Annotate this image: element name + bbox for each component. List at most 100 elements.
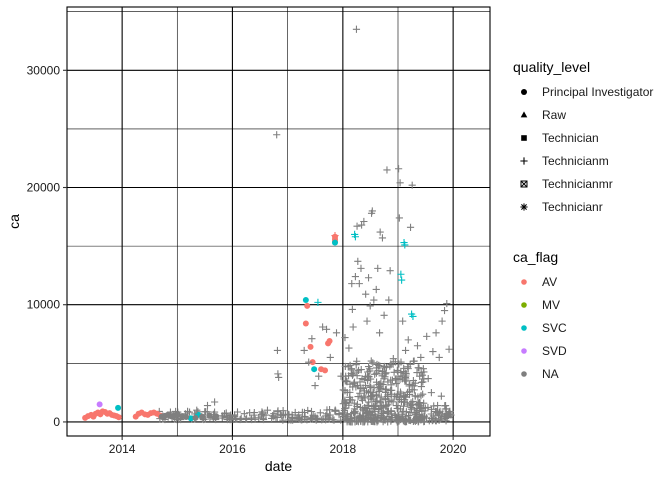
band-point [381, 386, 390, 394]
data-point [404, 336, 412, 344]
band-point [415, 411, 423, 419]
legend-key [520, 180, 528, 188]
data-point [401, 346, 410, 355]
band-point [361, 404, 369, 412]
data-point [213, 413, 220, 420]
band-point [397, 368, 405, 377]
data-point [311, 366, 318, 373]
legend-label: Raw [542, 108, 566, 122]
x-tick-label: 2020 [440, 442, 467, 456]
band-point [406, 408, 414, 417]
band-point [370, 384, 378, 392]
band-point [225, 413, 233, 421]
data-point [423, 332, 431, 340]
data-point [385, 296, 393, 304]
data-point [307, 343, 314, 350]
grid-lines [67, 7, 490, 436]
data-point [402, 370, 410, 378]
band-point [366, 382, 374, 390]
data-point [432, 329, 440, 337]
data-point [203, 401, 212, 410]
data-point [230, 411, 239, 419]
band-point [402, 418, 410, 426]
band-point [408, 403, 416, 411]
data-point [187, 415, 194, 422]
band-point [342, 377, 350, 385]
band-point [392, 401, 400, 410]
data-point [373, 360, 381, 369]
band-point [435, 409, 443, 417]
data-point [446, 411, 453, 418]
legend-quality-level: quality_level Principal Investigator Raw Te… [513, 59, 653, 214]
data-point [375, 329, 384, 337]
band-point [353, 368, 361, 376]
legend-label: SVD [542, 344, 567, 358]
legend-key [521, 89, 527, 95]
data-point [397, 270, 405, 278]
band-point [375, 386, 383, 394]
legend-label: AV [542, 275, 557, 289]
data-point [427, 389, 435, 397]
data-point [433, 401, 442, 410]
data-point [308, 335, 316, 343]
band-point [262, 411, 270, 419]
band-point [332, 407, 340, 415]
legend: quality_level Principal Investigator Raw Te… [513, 59, 653, 381]
band-point [389, 398, 397, 406]
band-point [353, 381, 362, 390]
band-point [419, 390, 427, 398]
data-point [346, 393, 354, 401]
data-point [370, 296, 378, 304]
data-point [411, 392, 419, 400]
data-point [369, 389, 377, 397]
band-point [406, 402, 415, 410]
band-point [349, 370, 357, 378]
data-point [415, 364, 423, 372]
band-point [367, 357, 375, 365]
band-point [371, 418, 379, 426]
data-point [441, 405, 449, 413]
data-points [82, 25, 454, 422]
band-point [373, 392, 381, 400]
band-point [343, 411, 352, 419]
band-point [367, 392, 375, 400]
axes: 2014 2016 2018 2020 0 10000 20000 30000 [27, 63, 467, 456]
band-point [287, 416, 295, 424]
band-point [382, 385, 390, 393]
data-point [319, 323, 327, 331]
band-point [432, 407, 440, 416]
data-point [220, 410, 229, 418]
band-point [342, 414, 350, 422]
band-point [350, 399, 358, 407]
data-point [250, 408, 258, 417]
band-point [274, 408, 282, 416]
data-point [115, 414, 122, 421]
data-point [337, 372, 345, 380]
band-point [329, 415, 337, 424]
data-point [349, 323, 357, 331]
data-point [376, 228, 384, 236]
band-point [442, 417, 450, 425]
data-point [341, 333, 349, 342]
data-point [354, 257, 362, 265]
data-point [443, 299, 451, 308]
data-point [377, 379, 385, 387]
band-point [372, 402, 380, 410]
data-point [397, 390, 405, 398]
data-point [381, 396, 390, 404]
band-point [243, 415, 251, 423]
band-point [268, 414, 276, 423]
band-point [353, 400, 362, 408]
band-point [381, 370, 389, 378]
data-point [352, 25, 361, 33]
legend-key [521, 302, 527, 308]
y-tick-label: 0 [53, 415, 60, 429]
band-point [406, 360, 414, 368]
band-point [369, 411, 377, 420]
band-point [396, 405, 404, 413]
band-point [348, 366, 356, 374]
band-point [347, 410, 356, 418]
data-point [353, 222, 361, 230]
band-point [400, 375, 409, 383]
legend-label: MV [542, 298, 560, 312]
